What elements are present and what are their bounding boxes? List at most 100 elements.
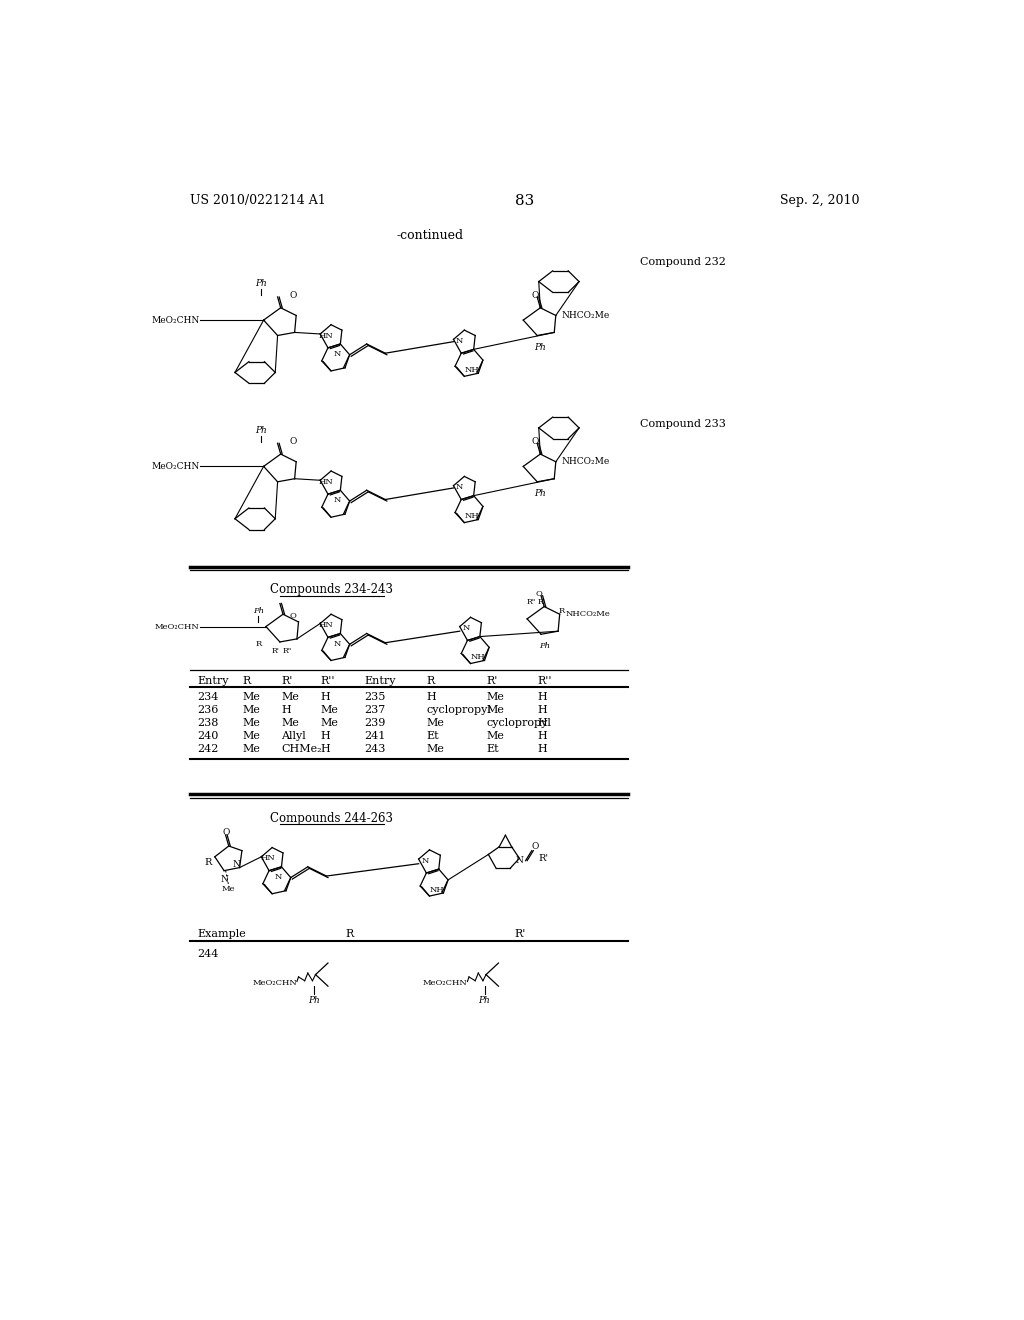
Text: Me: Me xyxy=(243,731,260,741)
Text: Me: Me xyxy=(243,718,260,727)
Text: O: O xyxy=(536,590,542,598)
Text: Me: Me xyxy=(321,705,338,714)
Text: R: R xyxy=(256,639,262,648)
Text: N: N xyxy=(274,873,282,880)
Text: Me: Me xyxy=(486,705,504,714)
Text: N: N xyxy=(334,639,341,648)
Text: N: N xyxy=(456,483,464,491)
Text: MeO₂CHN: MeO₂CHN xyxy=(423,979,467,987)
Text: R': R' xyxy=(514,929,525,939)
Text: Ph: Ph xyxy=(478,995,490,1005)
Text: O: O xyxy=(531,842,539,851)
Text: H: H xyxy=(538,731,547,741)
Text: HN: HN xyxy=(319,478,334,486)
Text: NH: NH xyxy=(471,653,485,661)
Text: 237: 237 xyxy=(365,705,386,714)
Text: 234: 234 xyxy=(198,692,219,702)
Text: N: N xyxy=(456,337,464,345)
Text: Me: Me xyxy=(282,692,299,702)
Text: Me: Me xyxy=(321,718,338,727)
Text: Et: Et xyxy=(426,731,439,741)
Text: 240: 240 xyxy=(198,731,219,741)
Text: Sep. 2, 2010: Sep. 2, 2010 xyxy=(780,194,859,207)
Text: 239: 239 xyxy=(365,718,386,727)
Text: O: O xyxy=(290,290,297,300)
Text: Compound 233: Compound 233 xyxy=(640,418,725,429)
Text: N: N xyxy=(334,496,341,504)
Text: Me: Me xyxy=(222,886,236,894)
Text: Me: Me xyxy=(282,718,299,727)
Text: R: R xyxy=(558,607,564,615)
Text: MeO₂CHN: MeO₂CHN xyxy=(152,315,200,325)
Text: HN: HN xyxy=(319,331,334,339)
Text: N: N xyxy=(421,857,428,865)
Text: R': R' xyxy=(282,676,293,686)
Text: 241: 241 xyxy=(365,731,386,741)
Text: N: N xyxy=(334,350,341,358)
Text: N: N xyxy=(462,624,470,632)
Text: R: R xyxy=(205,858,212,867)
Text: NHCO₂Me: NHCO₂Me xyxy=(562,312,610,319)
Text: R': R' xyxy=(486,676,498,686)
Text: MeO₂CHN: MeO₂CHN xyxy=(252,979,297,987)
Text: R': R' xyxy=(538,598,546,606)
Text: Entry: Entry xyxy=(198,676,229,686)
Text: H: H xyxy=(321,692,330,702)
Text: H: H xyxy=(538,718,547,727)
Text: NH: NH xyxy=(465,512,479,520)
Text: MeO₂CHN: MeO₂CHN xyxy=(152,462,200,471)
Text: Compounds 244-263: Compounds 244-263 xyxy=(269,812,392,825)
Text: Ph: Ph xyxy=(308,995,319,1005)
Text: R: R xyxy=(426,676,434,686)
Text: Me: Me xyxy=(243,744,260,754)
Text: R'': R'' xyxy=(538,676,552,686)
Text: H: H xyxy=(426,692,436,702)
Text: N: N xyxy=(220,875,228,884)
Text: Me: Me xyxy=(426,718,444,727)
Text: 235: 235 xyxy=(365,692,386,702)
Text: Ph: Ph xyxy=(535,488,546,498)
Text: H: H xyxy=(321,731,330,741)
Text: R': R' xyxy=(271,647,280,655)
Text: Me: Me xyxy=(486,692,504,702)
Text: 243: 243 xyxy=(365,744,386,754)
Text: Ph: Ph xyxy=(255,280,267,288)
Text: Ph: Ph xyxy=(535,343,546,351)
Text: NH: NH xyxy=(430,886,444,894)
Text: R'': R'' xyxy=(321,676,335,686)
Text: HN: HN xyxy=(260,854,274,862)
Text: 236: 236 xyxy=(198,705,219,714)
Text: Me: Me xyxy=(486,731,504,741)
Text: Me: Me xyxy=(243,692,260,702)
Text: 242: 242 xyxy=(198,744,219,754)
Text: Me: Me xyxy=(243,705,260,714)
Text: NHCO₂Me: NHCO₂Me xyxy=(566,610,610,618)
Text: 238: 238 xyxy=(198,718,219,727)
Text: O: O xyxy=(290,437,297,446)
Text: NHCO₂Me: NHCO₂Me xyxy=(562,457,610,466)
Text: MeO₂CHN: MeO₂CHN xyxy=(155,623,200,631)
Text: H: H xyxy=(538,692,547,702)
Text: 244: 244 xyxy=(198,949,219,958)
Text: Compounds 234-243: Compounds 234-243 xyxy=(269,583,392,597)
Text: N: N xyxy=(232,861,241,869)
Text: Example: Example xyxy=(198,929,247,939)
Text: Compound 232: Compound 232 xyxy=(640,257,725,268)
Text: NH: NH xyxy=(465,366,479,374)
Text: 83: 83 xyxy=(515,194,535,207)
Text: CHMe₂: CHMe₂ xyxy=(282,744,322,754)
Text: Et: Et xyxy=(486,744,499,754)
Text: O: O xyxy=(531,437,539,446)
Text: Me: Me xyxy=(426,744,444,754)
Text: R': R' xyxy=(539,854,549,863)
Text: N: N xyxy=(515,857,523,865)
Text: HN: HN xyxy=(319,620,334,630)
Text: H: H xyxy=(321,744,330,754)
Text: O: O xyxy=(531,290,539,300)
Text: Allyl: Allyl xyxy=(282,731,306,741)
Text: Ph: Ph xyxy=(253,607,264,615)
Text: R: R xyxy=(243,676,251,686)
Text: O: O xyxy=(290,611,297,620)
Text: R": R" xyxy=(526,598,536,606)
Text: cyclopropyl: cyclopropyl xyxy=(486,718,551,727)
